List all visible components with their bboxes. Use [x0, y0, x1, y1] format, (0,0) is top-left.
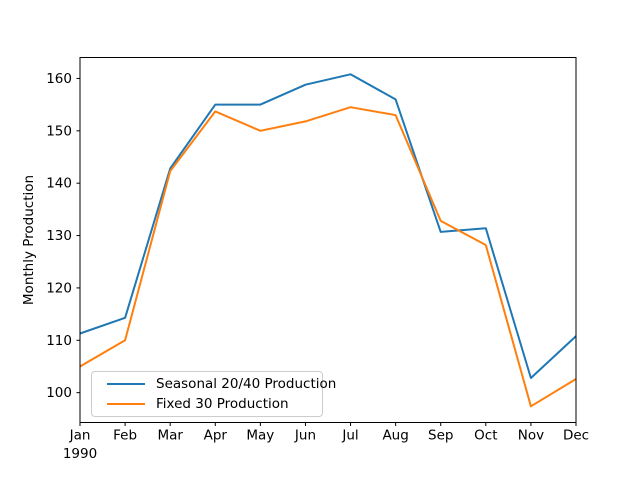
series-line-1: [79, 106, 577, 408]
x-tick-label: Oct: [474, 428, 497, 444]
y-tick-label: 110: [46, 333, 72, 349]
legend-item-seasonal: Seasonal 20/40 Production: [107, 375, 336, 393]
x-tick-label: Apr: [204, 428, 228, 444]
legend-key-line-orange: [107, 402, 145, 405]
x-tick-label: Aug: [382, 428, 408, 444]
y-tick-label: 130: [46, 228, 72, 244]
x-axis-year-label: 1990: [63, 446, 97, 462]
legend-key-line-blue: [107, 383, 145, 386]
y-tick-label: 150: [46, 123, 72, 139]
x-tick-label: Jan: [69, 428, 91, 444]
x-tick-label: Jun: [294, 428, 316, 444]
legend-label-seasonal: Seasonal 20/40 Production: [156, 376, 337, 393]
plot-border: [79, 57, 577, 423]
x-tick-label: Feb: [113, 428, 137, 444]
legend-label-fixed: Fixed 30 Production: [156, 395, 289, 412]
y-axis: 100 110 120 130 140 150 160: [46, 71, 80, 401]
x-tick-label: May: [246, 428, 274, 444]
x-tick-label: Nov: [518, 428, 544, 444]
y-tick-label: 120: [46, 280, 72, 296]
x-axis: Jan 1990 Feb Mar Apr May Jun Jul Aug Sep Oct Nov Dec: [63, 422, 589, 462]
series-line-0: [79, 73, 577, 379]
y-tick-label: 140: [46, 176, 72, 192]
y-axis-label: Monthly Production: [21, 174, 37, 306]
y-tick-label: 100: [46, 385, 72, 401]
x-tick-label: Dec: [563, 428, 589, 444]
legend: Seasonal 20/40 Production Fixed 30 Produ…: [91, 371, 336, 417]
x-tick-label: Mar: [157, 428, 183, 444]
y-tick-label: 160: [46, 71, 72, 87]
x-tick-label: Sep: [428, 428, 453, 444]
x-tick-label: Jul: [341, 428, 358, 444]
legend-item-fixed: Fixed 30 Production: [107, 395, 314, 413]
